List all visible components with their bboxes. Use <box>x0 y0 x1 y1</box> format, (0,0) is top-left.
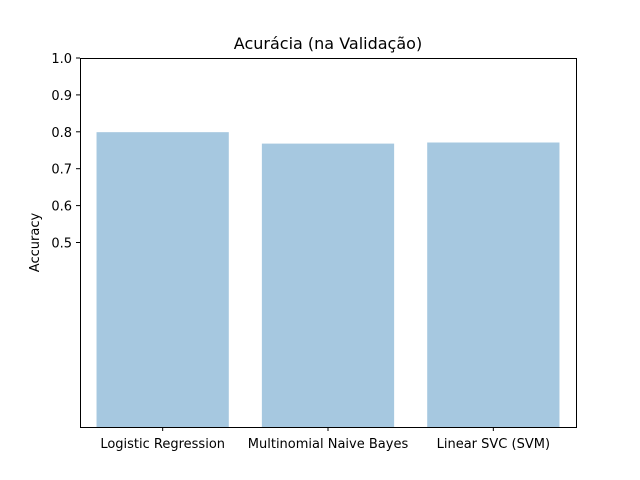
chart-title: Acurácia (na Validação) <box>234 34 422 53</box>
y-tick-label-5: 1.0 <box>51 52 72 67</box>
y-axis-ticks: 0.5 0.6 0.7 0.8 0.9 1.0 <box>51 52 80 252</box>
y-axis-label: Accuracy <box>28 213 43 273</box>
x-axis-ticks: Logistic Regression Multinomial Naive Bay… <box>100 427 550 452</box>
x-tick-label-2: Linear SVC (SVM) <box>437 437 550 452</box>
bar-0 <box>96 132 229 427</box>
y-tick-label-0: 0.5 <box>51 237 72 252</box>
bar-1 <box>261 143 395 427</box>
bars-group <box>96 132 560 427</box>
x-tick-label-1: Multinomial Naive Bayes <box>248 437 409 452</box>
bar-2 <box>427 142 560 427</box>
y-tick-label-2: 0.7 <box>51 163 72 178</box>
x-tick-label-0: Logistic Regression <box>100 437 225 452</box>
y-tick-label-4: 0.9 <box>51 89 72 104</box>
y-tick-label-1: 0.6 <box>51 200 72 215</box>
y-tick-label-3: 0.8 <box>51 126 72 141</box>
